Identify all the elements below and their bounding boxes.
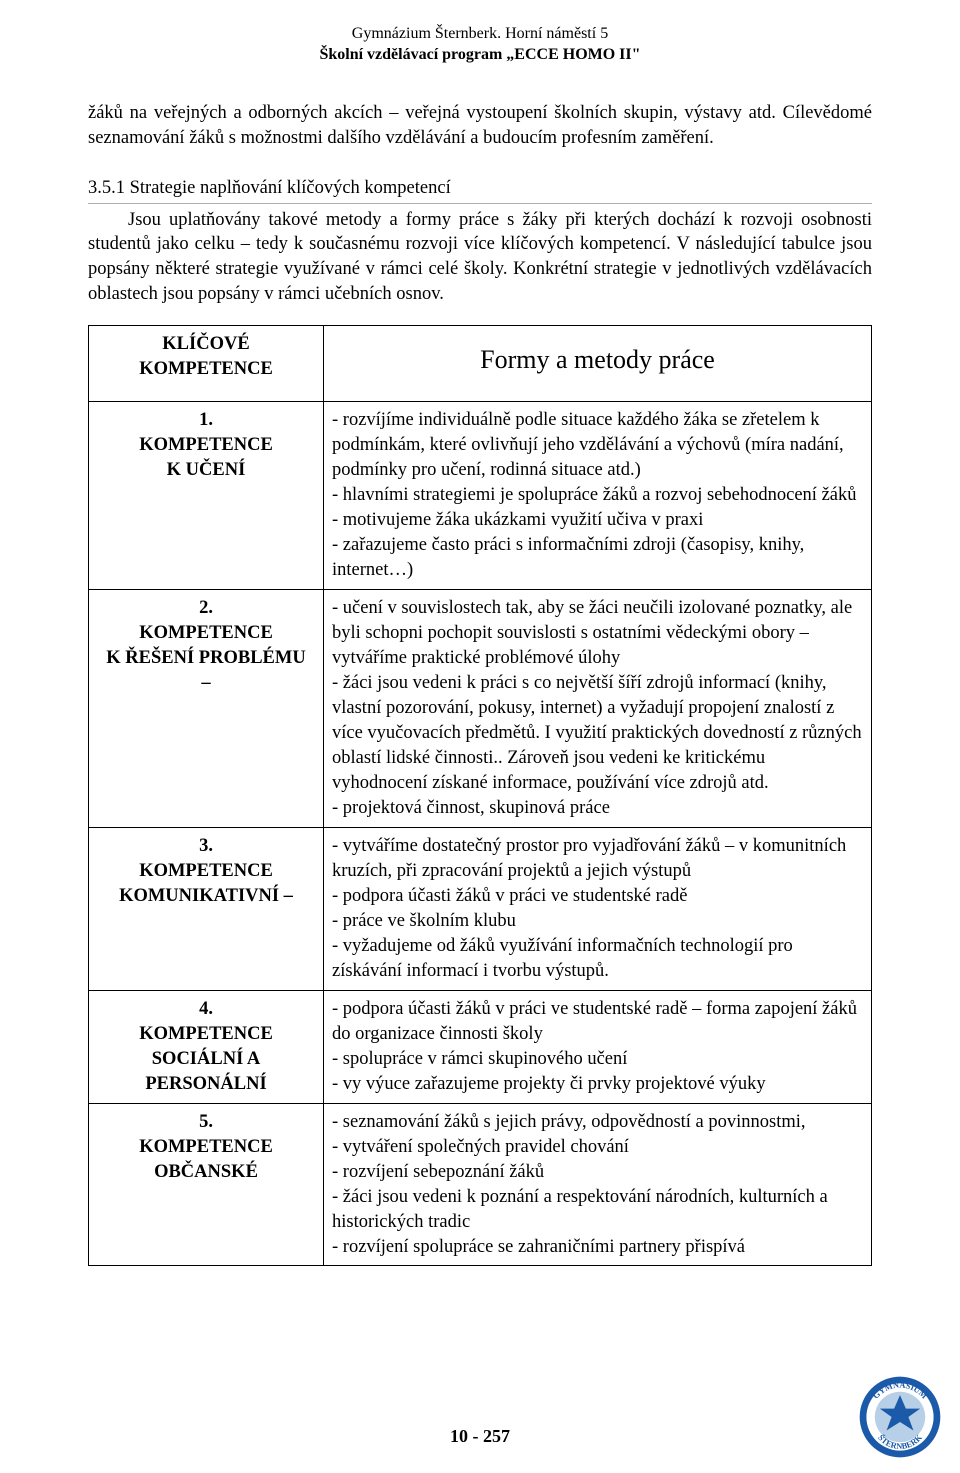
table-header-left: KLÍČOVÉ KOMPETENCE: [89, 326, 324, 402]
competence-cell: 1.KOMPETENCEK UČENÍ: [89, 402, 324, 590]
competence-name-line: OBČANSKÉ: [97, 1160, 315, 1185]
competence-name-line: –: [97, 671, 315, 696]
section-heading: 3.5.1 Strategie naplňování klíčových kom…: [88, 176, 872, 204]
forms-title: Formy a metody práce: [332, 332, 863, 395]
table-row: 1.KOMPETENCEK UČENÍ- rozvíjíme individuá…: [89, 402, 872, 590]
competence-number: 5.: [97, 1110, 315, 1135]
competence-number: 1.: [97, 408, 315, 433]
page-footer: 10 - 257: [0, 1426, 960, 1447]
section-body: Jsou uplatňovány takové metody a formy p…: [88, 208, 872, 308]
competence-name-line: KOMPETENCE: [97, 1022, 315, 1047]
competence-number: 4.: [97, 997, 315, 1022]
section-number: 3.5.1: [88, 178, 125, 198]
header-left-line2: KOMPETENCE: [97, 357, 315, 382]
table-row: 2.KOMPETENCEK ŘEŠENÍ PROBLÉMU–- učení v …: [89, 590, 872, 828]
competence-table: KLÍČOVÉ KOMPETENCE Formy a metody práce …: [88, 325, 872, 1266]
table-header-right: Formy a metody práce: [324, 326, 872, 402]
competence-cell: 3.KOMPETENCEKOMUNIKATIVNÍ –: [89, 827, 324, 990]
section-body-text: Jsou uplatňovány takové metody a formy p…: [88, 208, 872, 308]
competence-name-line: SOCIÁLNÍ A: [97, 1047, 315, 1072]
table-row: 3.KOMPETENCEKOMUNIKATIVNÍ –- vytváříme d…: [89, 827, 872, 990]
page: Gymnázium Šternberk. Horní náměstí 5 Ško…: [0, 0, 960, 1473]
competence-cell: 5.KOMPETENCEOBČANSKÉ: [89, 1103, 324, 1266]
competence-name-line: KOMPETENCE: [97, 859, 315, 884]
competence-name-line: KOMPETENCE: [97, 1135, 315, 1160]
methods-cell: - vytváříme dostatečný prostor pro vyjad…: [324, 827, 872, 990]
competence-name-line: K ŘEŠENÍ PROBLÉMU: [97, 646, 315, 671]
competence-number: 3.: [97, 834, 315, 859]
table-row: 5.KOMPETENCEOBČANSKÉ- seznamování žáků s…: [89, 1103, 872, 1266]
section-title: Strategie naplňování klíčových kompetenc…: [130, 178, 451, 198]
intro-paragraph: žáků na veřejných a odborných akcích – v…: [88, 101, 872, 151]
methods-cell: - učení v souvislostech tak, aby se žáci…: [324, 590, 872, 828]
page-header: Gymnázium Šternberk. Horní náměstí 5 Ško…: [88, 24, 872, 66]
school-logo: GYMNASIUM ŠTERNBERK: [858, 1375, 942, 1459]
table-header-row: KLÍČOVÉ KOMPETENCE Formy a metody práce: [89, 326, 872, 402]
competence-name-line: KOMPETENCE: [97, 621, 315, 646]
methods-cell: - rozvíjíme individuálně podle situace k…: [324, 402, 872, 590]
methods-cell: - seznamování žáků s jejich právy, odpov…: [324, 1103, 872, 1266]
competence-name-line: K UČENÍ: [97, 458, 315, 483]
competence-name-line: PERSONÁLNÍ: [97, 1072, 315, 1097]
competence-number: 2.: [97, 596, 315, 621]
competence-name-line: KOMUNIKATIVNÍ –: [97, 884, 315, 909]
methods-cell: - podpora účasti žáků v práci ve student…: [324, 990, 872, 1103]
header-line-2: Školní vzdělávací program „ECCE HOMO II": [88, 45, 872, 66]
competence-cell: 4.KOMPETENCESOCIÁLNÍ APERSONÁLNÍ: [89, 990, 324, 1103]
competence-cell: 2.KOMPETENCEK ŘEŠENÍ PROBLÉMU–: [89, 590, 324, 828]
header-left-line1: KLÍČOVÉ: [97, 332, 315, 357]
competence-name-line: KOMPETENCE: [97, 433, 315, 458]
table-row: 4.KOMPETENCESOCIÁLNÍ APERSONÁLNÍ- podpor…: [89, 990, 872, 1103]
header-line-1: Gymnázium Šternberk. Horní náměstí 5: [88, 24, 872, 45]
